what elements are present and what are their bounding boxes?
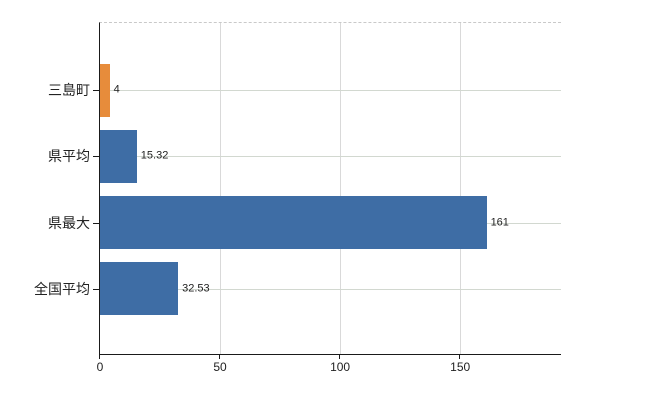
- y-axis-tick: [93, 222, 100, 224]
- bar-1: [100, 63, 110, 117]
- y-axis-tick: [93, 90, 100, 91]
- y-axis-tick: [93, 288, 100, 290]
- vertical-gridline: [340, 23, 342, 354]
- bar-value-label: 161: [490, 216, 509, 229]
- x-tick-label: 0: [96, 360, 104, 374]
- bar-2: [100, 129, 137, 183]
- bar-4: [100, 262, 179, 316]
- plot-area: 4 15.32 161 32.53: [93, 22, 561, 355]
- vertical-gridline: [460, 23, 462, 354]
- bar-3: [100, 196, 487, 250]
- bar-value-label: 4: [113, 83, 120, 96]
- row-gridline: [100, 288, 561, 290]
- x-axis-tick: [339, 354, 341, 359]
- x-axis-tick: [459, 354, 461, 359]
- row-gridline: [100, 90, 561, 91]
- category-label: 県最大: [48, 214, 90, 231]
- row-gridline: [100, 156, 561, 158]
- bar-value-label: 32.53: [182, 282, 210, 295]
- x-tick-label: 50: [213, 360, 227, 374]
- category-label: 三島町: [48, 82, 90, 98]
- x-tick-label: 100: [330, 360, 351, 374]
- y-axis-tick: [93, 156, 100, 158]
- x-tick-label: 150: [450, 360, 471, 374]
- bar-value-label: 15.32: [140, 149, 169, 162]
- x-axis-tick: [99, 354, 100, 359]
- x-axis-tick: [219, 354, 221, 359]
- category-label: 県平均: [48, 148, 90, 165]
- vertical-gridline: [220, 23, 222, 354]
- category-label: 全国平均: [34, 280, 90, 297]
